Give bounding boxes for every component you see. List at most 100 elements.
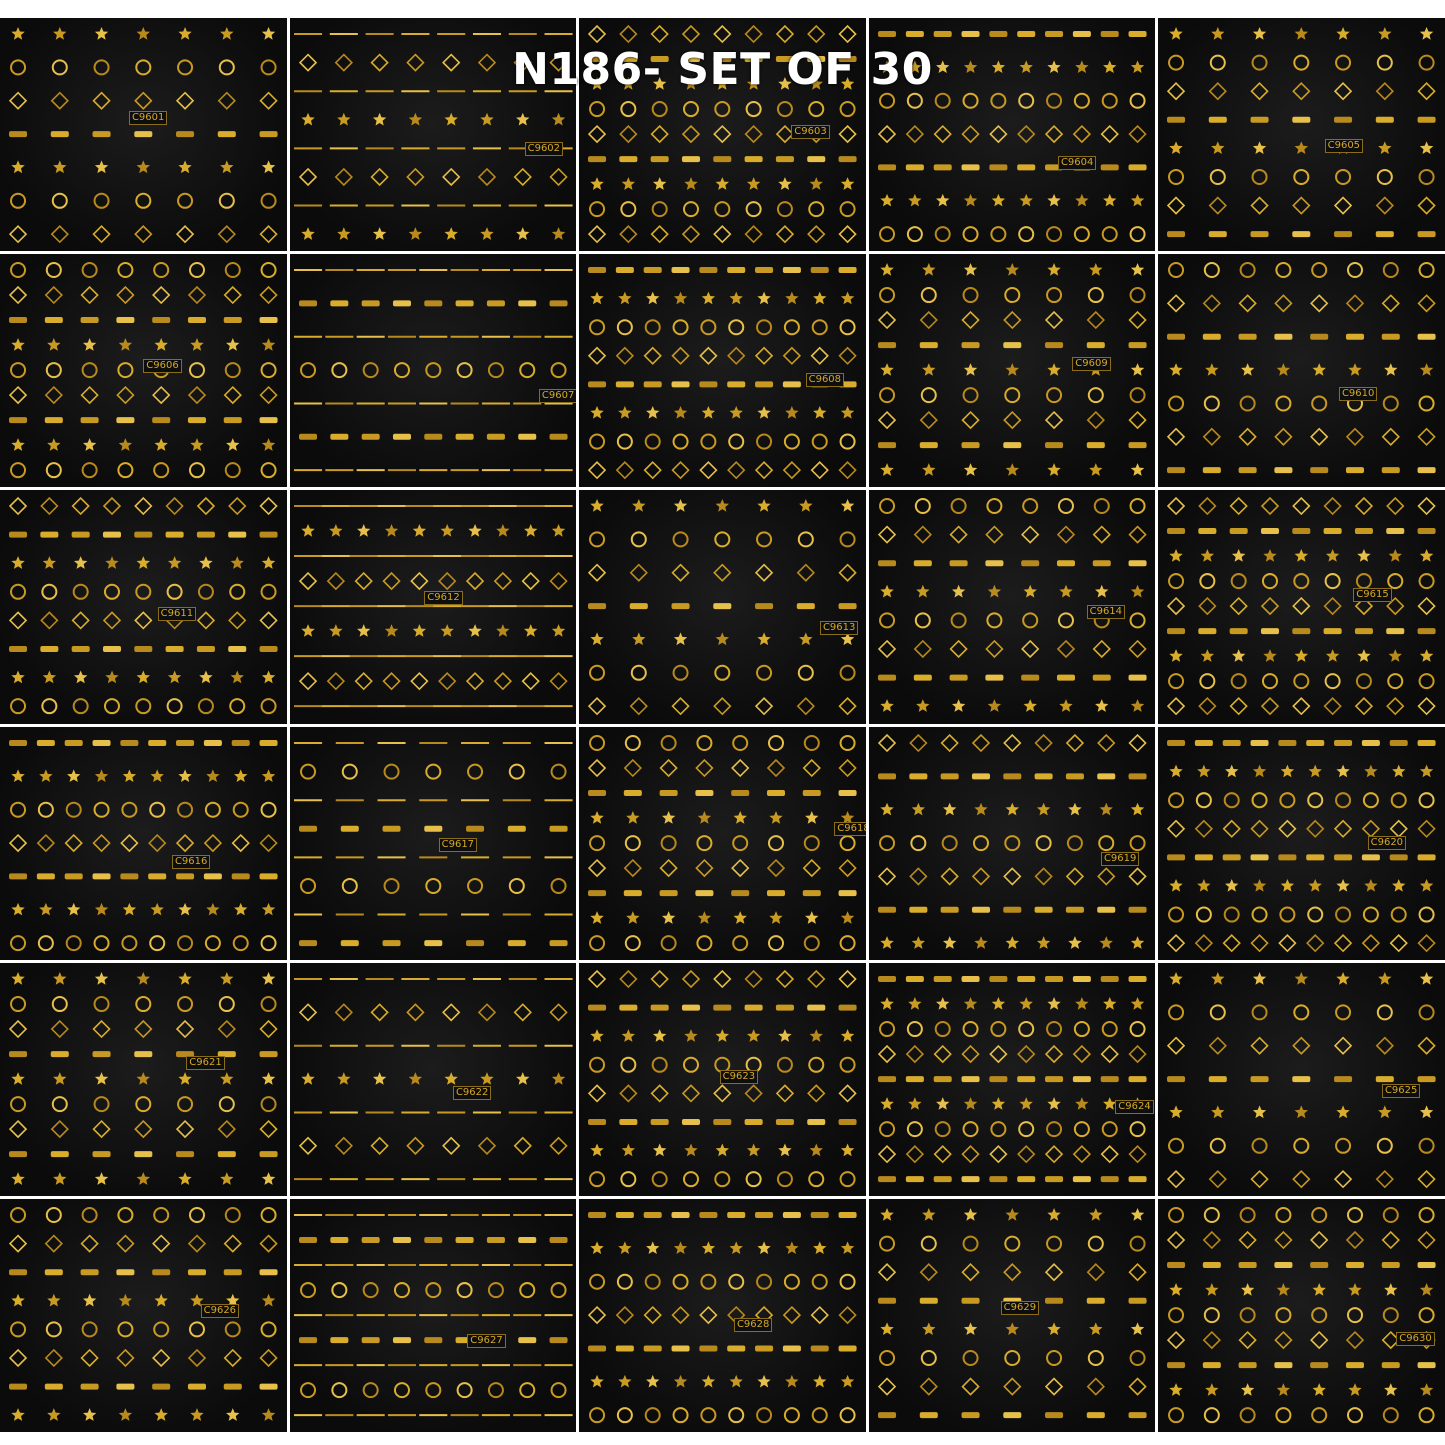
sticker [624, 834, 642, 851]
sticker [1130, 699, 1145, 713]
sticker [1198, 628, 1217, 635]
sticker [118, 1407, 133, 1421]
sticker [963, 996, 978, 1010]
sticker [1056, 560, 1075, 567]
sticker [1094, 585, 1109, 598]
sticker-pattern [293, 505, 573, 708]
sticker [1203, 1361, 1222, 1368]
sticker [990, 1120, 1007, 1137]
sticker [731, 858, 750, 877]
sticker [590, 77, 604, 90]
sticker [1326, 549, 1340, 563]
sticker [10, 934, 27, 951]
sticker [615, 461, 635, 480]
sticker [1362, 739, 1381, 746]
sticker [1346, 294, 1365, 313]
sticker [1020, 525, 1040, 545]
sticker [908, 733, 928, 752]
sticker-pattern [8, 497, 278, 715]
sticker [261, 1171, 276, 1185]
sticker [1420, 1105, 1434, 1118]
sticker [234, 902, 248, 915]
sticker [455, 300, 474, 307]
sticker [1263, 549, 1278, 563]
sticker [713, 1118, 732, 1125]
sticker-sheet: C9611 [0, 490, 287, 724]
sticker [920, 387, 937, 404]
sticker [728, 319, 745, 336]
sticker [153, 1206, 170, 1223]
sticker [1047, 996, 1061, 1010]
sticker [548, 53, 568, 72]
sticker [841, 1374, 855, 1388]
sticker [259, 1234, 278, 1253]
sticker [118, 438, 133, 452]
sticker-pattern [8, 262, 278, 479]
sticker [619, 225, 638, 244]
sticker [590, 499, 604, 513]
sticker [190, 438, 204, 452]
sticker [154, 1293, 168, 1307]
sticker [1230, 528, 1249, 535]
sticker [1020, 560, 1040, 567]
sticker-pattern [1167, 27, 1437, 238]
sticker [877, 866, 896, 886]
sticker-pattern [1167, 971, 1437, 1188]
sheet-code: C9608 [805, 373, 845, 388]
sticker [731, 789, 750, 796]
sticker [877, 560, 896, 567]
sticker [1382, 294, 1401, 313]
sticker [116, 286, 135, 305]
sticker [549, 300, 568, 307]
sticker [1292, 116, 1311, 123]
sticker [1021, 498, 1039, 515]
sticker [906, 92, 923, 109]
sticker [920, 1235, 937, 1252]
sticker [1253, 878, 1267, 892]
sticker [1310, 1261, 1329, 1268]
sticker [1044, 975, 1063, 982]
sticker [260, 995, 277, 1012]
sticker [756, 433, 773, 450]
sticker [1346, 1261, 1365, 1268]
sticker [507, 939, 526, 946]
sticker [616, 1345, 635, 1352]
sticker [838, 563, 857, 583]
sticker [796, 603, 816, 610]
sticker [1420, 27, 1434, 40]
sticker [1073, 1020, 1090, 1037]
sticker [220, 971, 234, 985]
sticker [1130, 996, 1145, 1010]
sticker [1250, 1036, 1270, 1055]
sticker [1389, 819, 1409, 838]
sticker [298, 825, 317, 832]
sticker [1044, 1262, 1063, 1282]
sticker [261, 338, 276, 351]
sticker [776, 56, 795, 63]
sticker [259, 1019, 278, 1038]
sticker [1044, 1075, 1063, 1082]
sticker [1323, 628, 1343, 635]
sticker-sheet: C9607 [289, 254, 577, 488]
sticker [838, 156, 857, 163]
sticker [1044, 311, 1063, 330]
sticker [117, 462, 134, 479]
sticker [1036, 802, 1051, 815]
sticker [298, 1002, 317, 1022]
sticker [838, 1004, 857, 1011]
sticker [1047, 1207, 1061, 1221]
sticker [1417, 116, 1436, 123]
sticker [588, 1118, 607, 1125]
sticker [1209, 231, 1228, 238]
sticker [756, 1406, 773, 1423]
sticker [1072, 1075, 1091, 1082]
sticker [807, 24, 826, 44]
sticker [1355, 628, 1374, 635]
sticker [456, 1281, 473, 1298]
sticker [521, 672, 540, 691]
sticker [1003, 1411, 1022, 1418]
sticker [1261, 497, 1280, 516]
sticker [808, 101, 825, 118]
sticker [1129, 387, 1146, 404]
sticker [1311, 262, 1328, 279]
